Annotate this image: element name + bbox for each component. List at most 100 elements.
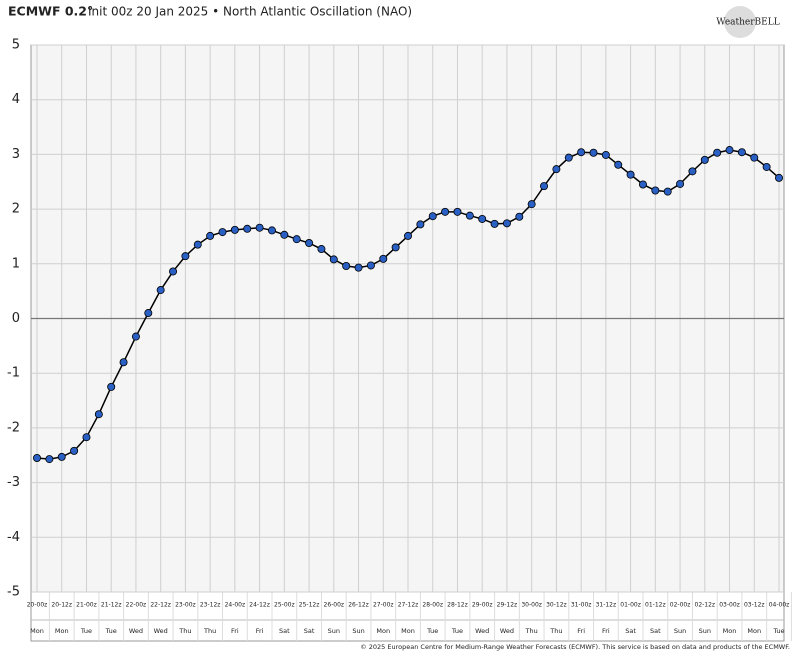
weekday-label: Tue bbox=[426, 627, 438, 635]
x-tick-label: 26-12z bbox=[348, 602, 369, 609]
weekday-label: Tue bbox=[772, 627, 784, 635]
x-tick-label: 29-00z bbox=[472, 602, 493, 609]
x-tick-label: 21-12z bbox=[101, 602, 122, 609]
weekday-label: Mon bbox=[747, 627, 761, 635]
chart-title: Init 00z 20 Jan 2025 • North Atlantic Os… bbox=[88, 5, 412, 19]
data-point bbox=[354, 263, 363, 272]
data-point bbox=[416, 220, 425, 229]
x-axis-box bbox=[30, 591, 785, 642]
data-point bbox=[638, 180, 647, 189]
data-point bbox=[107, 382, 116, 391]
weekday-label: Wed bbox=[154, 627, 168, 635]
weekday-label: Sat bbox=[279, 627, 290, 635]
data-point bbox=[230, 225, 239, 234]
y-tick-label: 3 bbox=[12, 147, 20, 162]
data-point bbox=[82, 433, 91, 442]
x-tick-label: 30-00z bbox=[521, 602, 542, 609]
data-point bbox=[577, 148, 586, 157]
data-point bbox=[713, 148, 722, 157]
data-point bbox=[564, 153, 573, 162]
logo: WeatherBELL bbox=[716, 18, 779, 28]
x-tick-label: 28-00z bbox=[422, 602, 443, 609]
x-tick-label: 03-12z bbox=[744, 602, 765, 609]
weekday-label: Mon bbox=[401, 627, 415, 635]
data-point bbox=[243, 224, 252, 233]
weekday-label: Sun bbox=[352, 627, 364, 635]
x-tick-label: 31-12z bbox=[596, 602, 617, 609]
weekday-label: Sat bbox=[304, 627, 315, 635]
weekday-label: Sat bbox=[625, 627, 636, 635]
x-tick-label: 01-00z bbox=[620, 602, 641, 609]
weekday-label: Wed bbox=[475, 627, 489, 635]
x-tick-label: 27-00z bbox=[373, 602, 394, 609]
data-point bbox=[589, 148, 598, 157]
x-tick-label: 22-00z bbox=[126, 602, 147, 609]
data-point bbox=[465, 211, 474, 220]
data-point bbox=[762, 162, 771, 171]
weekday-label: Mon bbox=[55, 627, 69, 635]
data-point bbox=[688, 167, 697, 176]
x-tick-label: 28-12z bbox=[447, 602, 468, 609]
data-point bbox=[45, 455, 54, 464]
x-tick-label: 21-00z bbox=[76, 602, 97, 609]
y-tick-label: 1 bbox=[12, 256, 20, 271]
data-point bbox=[329, 255, 338, 264]
weekday-label: Fri bbox=[256, 627, 264, 635]
weekday-label: Tue bbox=[80, 627, 92, 635]
weekday-label: Thu bbox=[525, 627, 538, 635]
data-point bbox=[70, 446, 79, 455]
data-point bbox=[527, 200, 536, 209]
weekday-label: Fri bbox=[231, 627, 239, 635]
y-tick-label: -1 bbox=[7, 366, 20, 381]
data-point bbox=[206, 231, 215, 240]
y-tick-label: -3 bbox=[7, 475, 20, 490]
data-point bbox=[144, 309, 153, 318]
weekday-label: Mon bbox=[30, 627, 44, 635]
logo-swirl bbox=[724, 6, 756, 38]
weekday-label: Sun bbox=[674, 627, 686, 635]
weekday-label: Mon bbox=[723, 627, 737, 635]
data-point bbox=[403, 231, 412, 240]
y-tick-label: -2 bbox=[7, 420, 20, 435]
data-point bbox=[750, 153, 759, 162]
data-point bbox=[317, 245, 326, 254]
x-tick-label: 20-12z bbox=[51, 602, 72, 609]
data-point bbox=[775, 173, 784, 182]
data-point bbox=[255, 223, 264, 232]
data-point bbox=[441, 207, 450, 216]
x-tick-label: 03-00z bbox=[719, 602, 740, 609]
data-point bbox=[502, 219, 511, 228]
weekday-label: Wed bbox=[500, 627, 514, 635]
data-point bbox=[478, 214, 487, 223]
weekday-label: Thu bbox=[203, 627, 216, 635]
x-tick-label: 24-12z bbox=[249, 602, 270, 609]
data-point bbox=[305, 239, 314, 248]
data-point bbox=[676, 179, 685, 188]
x-tick-label: 22-12z bbox=[150, 602, 171, 609]
x-tick-label: 02-00z bbox=[670, 602, 691, 609]
data-point bbox=[737, 148, 746, 157]
data-point bbox=[292, 235, 301, 244]
data-point bbox=[181, 252, 190, 261]
weekday-label: Tue bbox=[451, 627, 463, 635]
data-point bbox=[366, 261, 375, 270]
x-tick-label: 23-12z bbox=[200, 602, 221, 609]
data-point bbox=[601, 150, 610, 159]
y-tick-label: 5 bbox=[12, 38, 20, 53]
y-tick-label: 2 bbox=[12, 202, 20, 217]
data-point bbox=[33, 453, 42, 462]
x-tick-label: 25-00z bbox=[274, 602, 295, 609]
x-tick-label: 29-12z bbox=[497, 602, 518, 609]
data-point bbox=[218, 228, 227, 237]
weekday-label: Thu bbox=[178, 627, 191, 635]
x-tick-label: 04-00z bbox=[769, 602, 790, 609]
weekday-label: Sat bbox=[650, 627, 661, 635]
data-point bbox=[453, 207, 462, 216]
data-point bbox=[552, 165, 561, 174]
y-tick-label: 0 bbox=[12, 311, 20, 326]
data-point bbox=[725, 146, 734, 155]
footer: © 2025 European Centre for Medium-Range … bbox=[360, 643, 790, 651]
data-point bbox=[700, 155, 709, 164]
weekday-label: Thu bbox=[549, 627, 562, 635]
